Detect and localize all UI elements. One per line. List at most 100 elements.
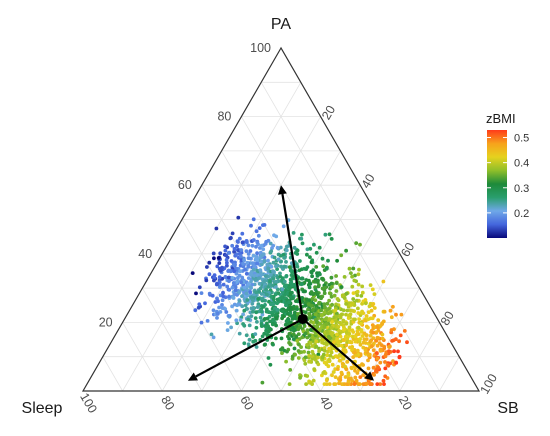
data-point	[293, 287, 298, 292]
data-point	[290, 276, 295, 281]
data-point	[331, 336, 336, 341]
data-point	[289, 320, 293, 325]
data-point	[320, 355, 325, 360]
data-point	[297, 268, 302, 273]
data-point	[369, 308, 374, 313]
data-point	[311, 378, 316, 383]
data-point	[240, 231, 245, 236]
data-point	[334, 281, 339, 285]
data-point	[316, 278, 320, 283]
data-point	[370, 323, 375, 327]
data-point	[306, 350, 311, 355]
data-point	[225, 260, 229, 265]
data-point	[327, 291, 332, 296]
data-point	[321, 371, 326, 375]
data-point	[259, 243, 264, 248]
data-point	[374, 338, 378, 343]
data-point	[205, 319, 210, 323]
data-point	[232, 269, 237, 274]
data-point	[334, 337, 339, 342]
data-point	[216, 299, 220, 304]
data-point	[268, 319, 272, 324]
data-point	[279, 264, 284, 269]
data-point	[246, 282, 251, 286]
tick-label-sb: 60	[398, 240, 417, 259]
data-point	[366, 310, 371, 315]
data-point	[284, 274, 289, 278]
data-point	[379, 343, 384, 348]
data-point	[305, 265, 310, 269]
data-point	[392, 349, 396, 354]
data-point	[345, 336, 350, 341]
data-point	[334, 314, 339, 319]
data-point	[305, 374, 310, 378]
data-point	[331, 370, 336, 374]
data-point	[349, 271, 353, 275]
data-point	[308, 246, 313, 251]
data-point	[317, 327, 322, 332]
data-point	[215, 264, 220, 269]
data-point	[287, 300, 291, 305]
data-point	[350, 284, 355, 289]
data-point	[207, 291, 212, 296]
data-point	[234, 318, 239, 323]
data-point	[339, 253, 344, 258]
data-point	[261, 305, 266, 309]
data-point	[237, 299, 242, 303]
data-point	[354, 378, 359, 383]
data-point	[351, 297, 356, 301]
data-point	[317, 313, 321, 318]
data-point	[356, 311, 361, 315]
data-point	[338, 358, 343, 363]
data-point	[260, 380, 265, 385]
data-point	[322, 310, 327, 315]
data-point	[383, 360, 387, 364]
data-point	[238, 269, 243, 274]
data-point	[237, 331, 242, 336]
data-point	[288, 268, 293, 273]
data-point	[347, 331, 352, 336]
data-point	[332, 293, 337, 298]
data-point	[288, 311, 293, 316]
data-point	[247, 323, 252, 328]
data-point	[260, 296, 265, 301]
data-point	[375, 343, 380, 348]
data-point	[371, 330, 376, 335]
data-point	[339, 285, 344, 289]
data-point	[254, 325, 259, 330]
data-point	[327, 317, 332, 321]
data-point	[251, 306, 256, 310]
data-point	[259, 292, 264, 296]
data-point	[349, 345, 354, 350]
data-point	[238, 318, 243, 322]
data-point	[234, 252, 239, 256]
tick-label-pa: 80	[217, 110, 231, 124]
data-point	[266, 329, 271, 334]
data-point	[258, 268, 263, 272]
data-point	[267, 310, 271, 315]
data-point	[280, 290, 285, 294]
data-point	[255, 268, 260, 273]
data-point	[310, 335, 315, 340]
data-point	[329, 237, 334, 241]
data-point	[350, 274, 354, 279]
data-point	[272, 255, 277, 260]
data-point	[323, 232, 328, 237]
data-point	[310, 382, 314, 386]
data-point	[220, 298, 225, 303]
data-point	[217, 261, 222, 265]
data-point	[223, 275, 228, 280]
data-point	[190, 271, 195, 275]
data-point	[372, 373, 376, 377]
data-point	[353, 339, 358, 344]
data-point	[269, 295, 274, 299]
data-point	[205, 265, 209, 269]
data-point	[265, 324, 269, 329]
data-point	[248, 249, 253, 253]
data-point	[305, 252, 309, 257]
data-point	[251, 335, 255, 339]
data-point	[230, 304, 235, 309]
data-point	[218, 310, 223, 314]
data-point	[254, 345, 259, 349]
data-point	[273, 285, 278, 289]
